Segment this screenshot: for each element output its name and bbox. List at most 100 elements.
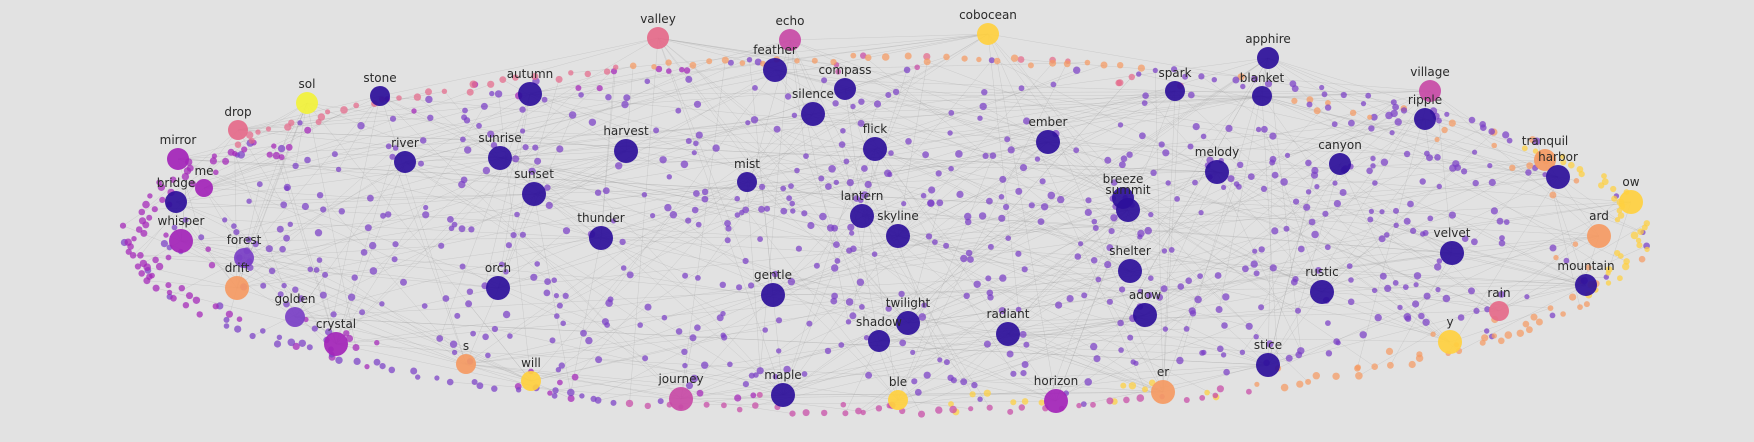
graph-node-small[interactable] <box>460 136 466 143</box>
graph-node-small[interactable] <box>1522 320 1530 328</box>
graph-node-small[interactable] <box>1644 246 1650 253</box>
graph-node-small[interactable] <box>487 80 495 88</box>
graph-node-small[interactable] <box>260 282 267 289</box>
graph-node-small[interactable] <box>335 356 343 364</box>
graph-node-small[interactable] <box>694 324 701 332</box>
graph-node-small[interactable] <box>1104 261 1112 269</box>
graph-node-small[interactable] <box>1371 287 1378 294</box>
graph-node-ripple[interactable] <box>1414 108 1436 130</box>
graph-node-small[interactable] <box>734 394 742 402</box>
graph-node-small[interactable] <box>392 241 399 248</box>
graph-node-small[interactable] <box>510 232 517 239</box>
graph-node-small[interactable] <box>1601 173 1607 179</box>
graph-node-small[interactable] <box>921 302 927 309</box>
graph-node-small[interactable] <box>1198 210 1204 216</box>
graph-node-small[interactable] <box>462 107 468 114</box>
graph-node-small[interactable] <box>1314 184 1320 190</box>
graph-node-small[interactable] <box>1237 161 1244 168</box>
graph-node-small[interactable] <box>1481 334 1489 342</box>
graph-node-small[interactable] <box>1370 155 1376 162</box>
graph-node-small[interactable] <box>1487 163 1493 169</box>
graph-node-small[interactable] <box>943 359 950 366</box>
graph-node-small[interactable] <box>756 367 764 375</box>
graph-node-small[interactable] <box>1526 326 1533 334</box>
graph-node-small[interactable] <box>629 62 637 70</box>
graph-node-small[interactable] <box>693 100 702 108</box>
graph-node-small[interactable] <box>211 153 217 159</box>
graph-node-small[interactable] <box>1253 334 1259 340</box>
graph-node-small[interactable] <box>701 361 709 369</box>
graph-node-small[interactable] <box>260 328 266 334</box>
graph-node-small[interactable] <box>925 233 933 240</box>
graph-node-small[interactable] <box>379 363 386 370</box>
graph-node-small[interactable] <box>721 334 728 341</box>
graph-node-small[interactable] <box>1422 318 1430 326</box>
graph-node-small[interactable] <box>369 267 378 275</box>
graph-node-small[interactable] <box>1614 217 1621 223</box>
graph-node-lantern[interactable] <box>850 204 874 228</box>
graph-node-small[interactable] <box>965 249 973 257</box>
graph-node-small[interactable] <box>1223 368 1230 376</box>
graph-node-small[interactable] <box>165 282 172 289</box>
graph-node-small[interactable] <box>222 157 230 165</box>
graph-node-small[interactable] <box>1332 180 1338 186</box>
graph-node-small[interactable] <box>1491 142 1497 149</box>
graph-node-small[interactable] <box>739 209 745 216</box>
graph-node-small[interactable] <box>1220 352 1227 358</box>
graph-node-small[interactable] <box>1004 136 1011 143</box>
graph-node-small[interactable] <box>1050 81 1057 88</box>
graph-node-small[interactable] <box>1217 345 1224 353</box>
graph-node-small[interactable] <box>901 201 907 207</box>
graph-node-drift[interactable] <box>225 276 249 300</box>
graph-node-summit[interactable] <box>1116 198 1140 222</box>
graph-node-small[interactable] <box>364 364 370 370</box>
graph-node-small[interactable] <box>1015 250 1022 257</box>
graph-node-small[interactable] <box>918 313 927 321</box>
graph-node-small[interactable] <box>1568 161 1575 169</box>
graph-node-small[interactable] <box>287 221 293 227</box>
graph-node-small[interactable] <box>1239 349 1246 355</box>
graph-node-small[interactable] <box>1027 62 1034 69</box>
graph-node-mist[interactable] <box>737 172 757 192</box>
graph-node-small[interactable] <box>1090 342 1098 351</box>
graph-node-small[interactable] <box>1504 331 1513 339</box>
graph-node-small[interactable] <box>803 153 809 160</box>
graph-node-small[interactable] <box>556 145 564 153</box>
graph-node-small[interactable] <box>470 330 476 337</box>
graph-node-small[interactable] <box>1120 382 1127 389</box>
graph-node-small[interactable] <box>750 116 759 124</box>
graph-node-small[interactable] <box>1247 173 1255 181</box>
graph-node-small[interactable] <box>695 275 701 281</box>
graph-node-small[interactable] <box>1413 272 1422 280</box>
graph-node-whisper[interactable] <box>169 229 193 253</box>
graph-node-small[interactable] <box>795 245 803 252</box>
graph-node-small[interactable] <box>1110 214 1118 222</box>
graph-node-small[interactable] <box>1021 361 1029 368</box>
graph-node-small[interactable] <box>1441 126 1448 134</box>
graph-node-small[interactable] <box>1306 96 1314 103</box>
graph-node-small[interactable] <box>451 349 458 356</box>
graph-node-small[interactable] <box>986 404 993 411</box>
graph-node-small[interactable] <box>1617 253 1624 259</box>
graph-node-small[interactable] <box>423 204 429 211</box>
graph-node-small[interactable] <box>1047 191 1056 200</box>
graph-node-small[interactable] <box>1516 329 1525 337</box>
graph-node-small[interactable] <box>682 272 689 279</box>
graph-node-small[interactable] <box>712 144 720 152</box>
graph-node-small[interactable] <box>1192 179 1198 186</box>
graph-node-small[interactable] <box>969 391 976 398</box>
graph-node-small[interactable] <box>1215 306 1223 313</box>
graph-node-small[interactable] <box>1085 197 1092 204</box>
graph-node-small[interactable] <box>690 374 699 383</box>
graph-node-small[interactable] <box>977 396 983 402</box>
graph-node-small[interactable] <box>367 194 374 202</box>
graph-node-small[interactable] <box>1240 83 1246 90</box>
graph-node-small[interactable] <box>1264 80 1273 88</box>
graph-node-small[interactable] <box>1162 149 1170 157</box>
graph-node-small[interactable] <box>1090 401 1096 408</box>
graph-node-small[interactable] <box>519 231 527 238</box>
graph-node-small[interactable] <box>1393 207 1399 214</box>
graph-node-small[interactable] <box>1394 118 1402 126</box>
graph-node-small[interactable] <box>881 53 890 61</box>
graph-node-small[interactable] <box>853 195 860 202</box>
